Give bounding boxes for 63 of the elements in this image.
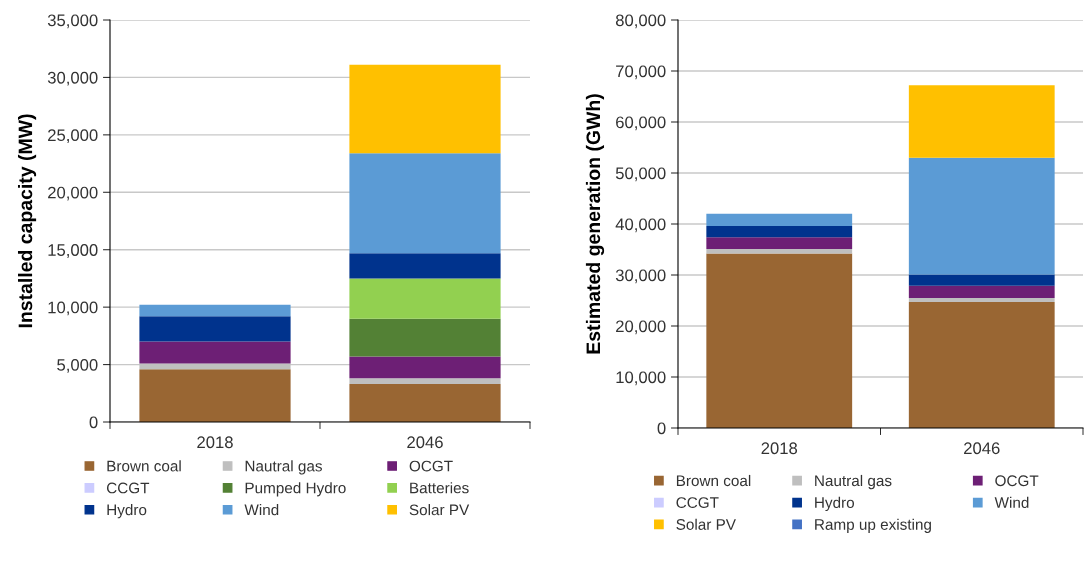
bar bbox=[349, 356, 501, 379]
legend-label: Hydro bbox=[107, 504, 147, 519]
y-tick-label: 80,000 bbox=[615, 14, 666, 29]
y-axis-title: Estimated generation (GWh) bbox=[585, 94, 605, 354]
bar bbox=[706, 237, 853, 249]
bar bbox=[139, 316, 291, 342]
bar bbox=[139, 304, 291, 317]
y-tick-label: 30,000 bbox=[47, 71, 98, 86]
legend-label: Brown coal bbox=[107, 460, 181, 472]
bar bbox=[349, 253, 501, 279]
y-tick-label: 20,000 bbox=[616, 320, 666, 335]
y-tick-label: 30,000 bbox=[615, 269, 666, 284]
bar bbox=[349, 153, 501, 254]
legend-label: CCGT bbox=[676, 497, 719, 509]
y-tick-label: 20,000 bbox=[48, 186, 98, 201]
bar bbox=[908, 297, 1055, 303]
bar bbox=[908, 285, 1055, 298]
legend-label: OCGT bbox=[409, 460, 453, 472]
bar bbox=[349, 64, 501, 154]
y-tick-label: 0 bbox=[657, 422, 666, 435]
x-tick-label: 2018 bbox=[761, 442, 798, 455]
y-tick-label: 10,000 bbox=[616, 371, 666, 386]
legend-label: Solar PV bbox=[409, 504, 470, 516]
y-tick-label: 25,000 bbox=[48, 129, 98, 144]
bar bbox=[139, 341, 291, 364]
bar bbox=[706, 253, 853, 428]
legend-label: Ramp up existing bbox=[815, 518, 931, 533]
y-tick-label: 5,000 bbox=[57, 358, 98, 373]
bar bbox=[908, 274, 1055, 286]
y-tick-label: 50,000 bbox=[615, 167, 666, 182]
x-tick-label: 2046 bbox=[407, 436, 443, 449]
legend-label: Brown coal bbox=[676, 474, 751, 487]
legend-label: Batteries bbox=[410, 482, 469, 494]
legend-label: Hydro bbox=[815, 496, 855, 512]
bar bbox=[706, 248, 853, 254]
bar bbox=[706, 213, 853, 227]
legend-label: Nautral gas bbox=[815, 474, 892, 490]
y-tick-label: 35,000 bbox=[47, 14, 98, 29]
bar bbox=[908, 157, 1055, 275]
bar bbox=[139, 369, 291, 422]
y-tick-label: 10,000 bbox=[48, 301, 98, 316]
y-tick-label: 0 bbox=[89, 416, 98, 429]
legend-label: Wind bbox=[994, 496, 1029, 509]
legend-label: OCGT bbox=[995, 475, 1039, 487]
y-tick-label: 60,000 bbox=[616, 116, 666, 131]
bar bbox=[349, 318, 501, 357]
bar bbox=[706, 226, 853, 238]
bar bbox=[349, 378, 501, 385]
legend-label: CCGT bbox=[106, 482, 150, 494]
x-tick-label: 2046 bbox=[964, 442, 1000, 455]
legend-label: Solar PV bbox=[676, 518, 736, 530]
y-tick-label: 70,000 bbox=[616, 65, 666, 80]
y-tick-label: 15,000 bbox=[48, 244, 98, 258]
bar bbox=[908, 85, 1055, 158]
bar bbox=[349, 278, 501, 319]
y-axis-title: Installed capacity (MW) bbox=[17, 114, 37, 328]
x-tick-label: 2018 bbox=[197, 436, 233, 449]
y-tick-label: 40,000 bbox=[615, 218, 666, 233]
legend-label: Wind bbox=[244, 504, 279, 516]
legend-label: Pumped Hydro bbox=[245, 482, 346, 497]
legend-label: Nautral gas bbox=[245, 460, 322, 475]
bar bbox=[349, 384, 501, 422]
bar bbox=[908, 302, 1055, 428]
